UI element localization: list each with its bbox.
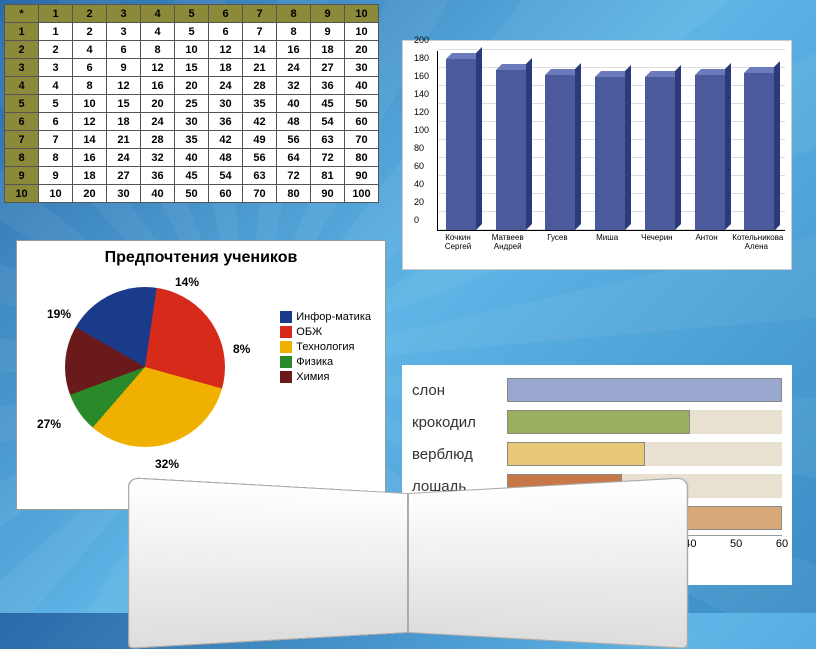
hbar-row: верблюд (412, 439, 782, 469)
book-left-page (128, 477, 408, 649)
pie-title: Предпочтения учеников (25, 249, 377, 267)
pie-chart: 19%27%32%8%14% (65, 287, 225, 447)
pie-legend: Инфор-матикаОБЖТехнологияФизикаХимия (280, 311, 371, 386)
pie-chart-box: Предпочтения учеников 19%27%32%8%14% Инф… (16, 240, 386, 510)
book-right-page (408, 477, 688, 649)
book-decoration (168, 473, 648, 633)
hbar-row: крокодил (412, 407, 782, 437)
multiplication-table: *123456789101123456789102246810121416182… (4, 4, 379, 203)
hbar-row: слон (412, 375, 782, 405)
bar3d-chart: 020406080100120140160180200Кочкин Сергей… (402, 40, 792, 270)
